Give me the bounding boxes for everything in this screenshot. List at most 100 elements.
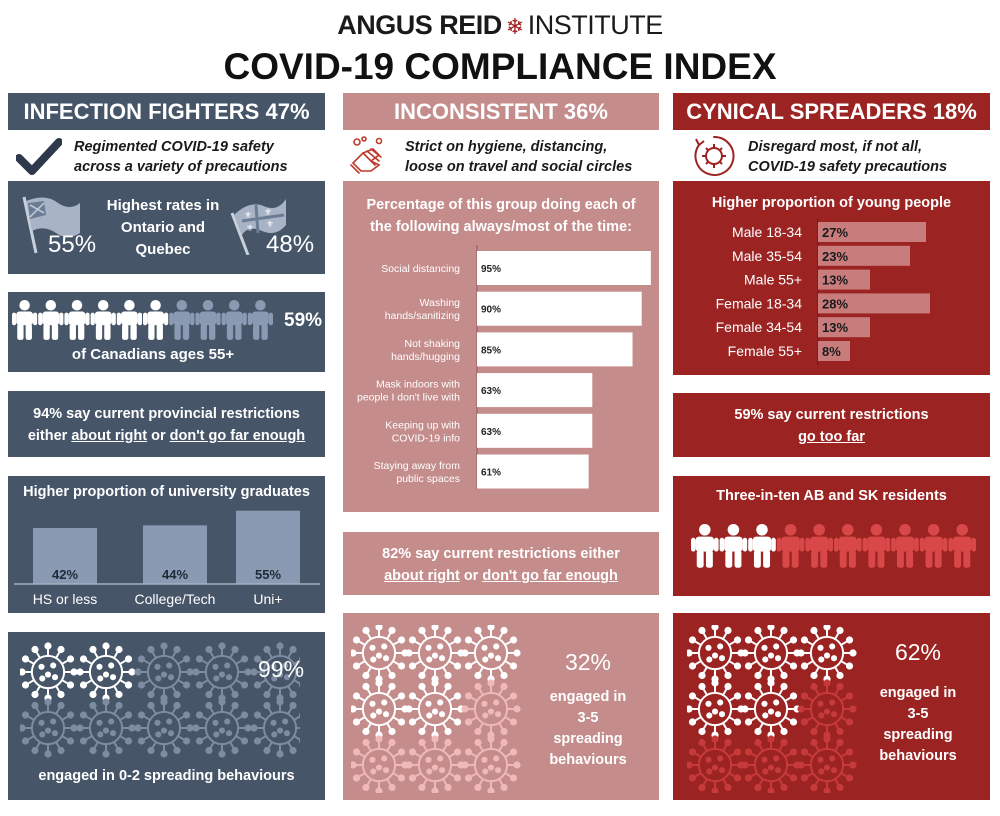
age-category-label: Female 18-34: [716, 295, 803, 311]
restr-not-far-enough: don't go far enough: [169, 428, 306, 444]
behaviour-panel: Percentage of this group doing each of t…: [343, 181, 659, 512]
region-title: Highest rates in Ontario and Quebec: [88, 195, 238, 261]
virus-icon-filled: [405, 679, 465, 739]
age-label: of Canadians ages 55+: [71, 346, 235, 363]
age-bar-value: 8%: [822, 344, 841, 359]
region-title-line3: Quebec: [135, 241, 191, 258]
virus-icon: [741, 735, 801, 793]
inconsistent-sub-line2: loose on travel and social circles: [405, 159, 633, 175]
virus-icon-filled: [797, 625, 857, 683]
virus-icon: [250, 642, 300, 702]
inc-not-far-enough: don't go far enough: [482, 568, 618, 584]
virus-icon: [134, 698, 194, 758]
behaviour-bar-value: 61%: [481, 468, 501, 479]
behaviour-bar-value: 95%: [481, 264, 501, 275]
brand-name: ANGUS REID: [337, 10, 502, 40]
spreaders-restrictions-line1: 59% say current restrictions: [734, 407, 929, 423]
age-bar: [818, 269, 870, 290]
fighters-sub-line1: Regimented COVID-19 safety: [74, 139, 274, 155]
age-category-label: Female 34-54: [716, 319, 803, 335]
virus-icon-filled: [351, 625, 409, 683]
person-icon: [919, 524, 948, 568]
education-bar: [236, 510, 300, 584]
virus-icon-filled: [405, 625, 465, 683]
inconsistent-virus-label: engaged in 3-5 spreading behaviours: [533, 687, 643, 771]
behaviour-category-label: Keeping up with: [385, 419, 460, 431]
person-icon: [834, 524, 862, 568]
people-icons: [12, 300, 273, 340]
fighters-subtitle: Regimented COVID-19 safety across a vari…: [8, 135, 325, 179]
virus-icon-filled: [20, 642, 78, 702]
behaviour-category-label: Mask indoors with: [376, 379, 460, 391]
prairie-panel: Three-in-ten AB and SK residents: [673, 476, 990, 596]
spreaders-virus-percent: 62%: [894, 639, 942, 665]
young-people-title: Higher proportion of young people: [711, 195, 952, 211]
behaviour-bar: [477, 373, 593, 408]
virus-icon: [797, 679, 857, 739]
age-panel: 59% of Canadians ages 55+: [8, 292, 325, 372]
maple-leaf-icon: ❄: [505, 14, 524, 39]
education-category-label: College/Tech: [135, 591, 216, 607]
spreaders-virus-panel: 62% engaged in 3-5 spreading behaviours: [673, 613, 990, 800]
inc-virus-label-line4: behaviours: [549, 752, 627, 768]
quebec-percent: 48%: [266, 231, 315, 258]
svg-text:⚜: ⚜: [264, 208, 272, 218]
behaviour-category-label: hands/hugging: [391, 351, 460, 363]
behaviour-category-label: hands/sanitizing: [385, 310, 460, 322]
inc-or: or: [463, 568, 479, 584]
svg-text:⚜: ⚜: [246, 224, 254, 234]
handwashing-icon: [350, 136, 383, 174]
inc-virus-label-line3: spreading: [553, 731, 623, 747]
virus-icons: [687, 625, 857, 793]
age-percent: 59%: [284, 310, 323, 331]
ontario-percent: 55%: [48, 231, 97, 258]
inconsistent-sub-line1: Strict on hygiene, distancing,: [405, 139, 608, 155]
inconsistent-restrictions-line2: about right or don't go far enough: [343, 565, 659, 587]
spreaders-restrictions-line2: go too far: [673, 426, 990, 448]
person-icon: [247, 300, 273, 340]
person-icon-filled: [64, 300, 90, 340]
virus-icon: [461, 735, 521, 793]
age-category-label: Male 35-54: [732, 248, 802, 264]
virus-icon: [351, 735, 409, 793]
region-panel: Highest rates in Ontario and Quebec 55% …: [8, 181, 325, 274]
education-title: Higher proportion of university graduate…: [23, 484, 310, 500]
restr-pre: either: [27, 428, 68, 444]
virus-icon: [250, 698, 300, 758]
education-bar: [143, 525, 207, 584]
young-people-panel: Higher proportion of young people 27% Mal…: [673, 181, 990, 375]
virus-icon: [134, 642, 194, 702]
person-icon-filled: [719, 524, 748, 568]
behaviour-category-label: public spaces: [396, 473, 460, 485]
logo: ANGUS REID ❄ INSTITUTE: [0, 10, 1000, 41]
age-category-label: Male 55+: [744, 272, 802, 288]
education-chart: 42% HS or less 44% College/Tech 55% Uni+: [14, 510, 320, 607]
virus-icon: [405, 735, 465, 793]
fighters-restrictions-line1: 94% say current provincial restrictions: [33, 406, 300, 422]
behaviour-category-label: Washing: [420, 297, 461, 309]
people-icons: [691, 524, 976, 568]
inconsistent-restrictions-line1: 82% say current restrictions either: [382, 546, 620, 562]
education-category-label: Uni+: [253, 591, 282, 607]
behaviour-title-line2: the following always/most of the time:: [370, 219, 632, 235]
virus-icon-filled: [351, 679, 409, 739]
checkmark-icon: [16, 138, 62, 175]
behaviour-bar: [477, 413, 593, 448]
behaviour-title: Percentage of this group doing each of t…: [343, 194, 659, 238]
inconsistent-virus-panel: 32% engaged in 3-5 spreading behaviours: [343, 613, 659, 800]
age-bar-value: 13%: [822, 273, 848, 288]
person-icon-filled: [38, 300, 64, 340]
virus-icon-filled: [741, 679, 801, 739]
inconsistent-subtitle: Strict on hygiene, distancing, loose on …: [343, 135, 659, 179]
person-icon-filled: [143, 300, 169, 340]
spreaders-sub-line2: COVID-19 safety precautions: [748, 159, 948, 175]
person-icon: [776, 524, 805, 568]
spreaders-virus-label: engaged in 3-5 spreading behaviours: [863, 683, 973, 767]
restr-or: or: [151, 428, 166, 444]
virus-icon-filled: [687, 625, 745, 683]
virus-icon: [76, 698, 136, 758]
inc-about-right: about right: [384, 568, 460, 584]
fighters-virus-percent: 99%: [258, 656, 305, 682]
restr-about-right: about right: [71, 428, 148, 444]
behaviour-category-label: COVID-19 info: [392, 432, 460, 444]
